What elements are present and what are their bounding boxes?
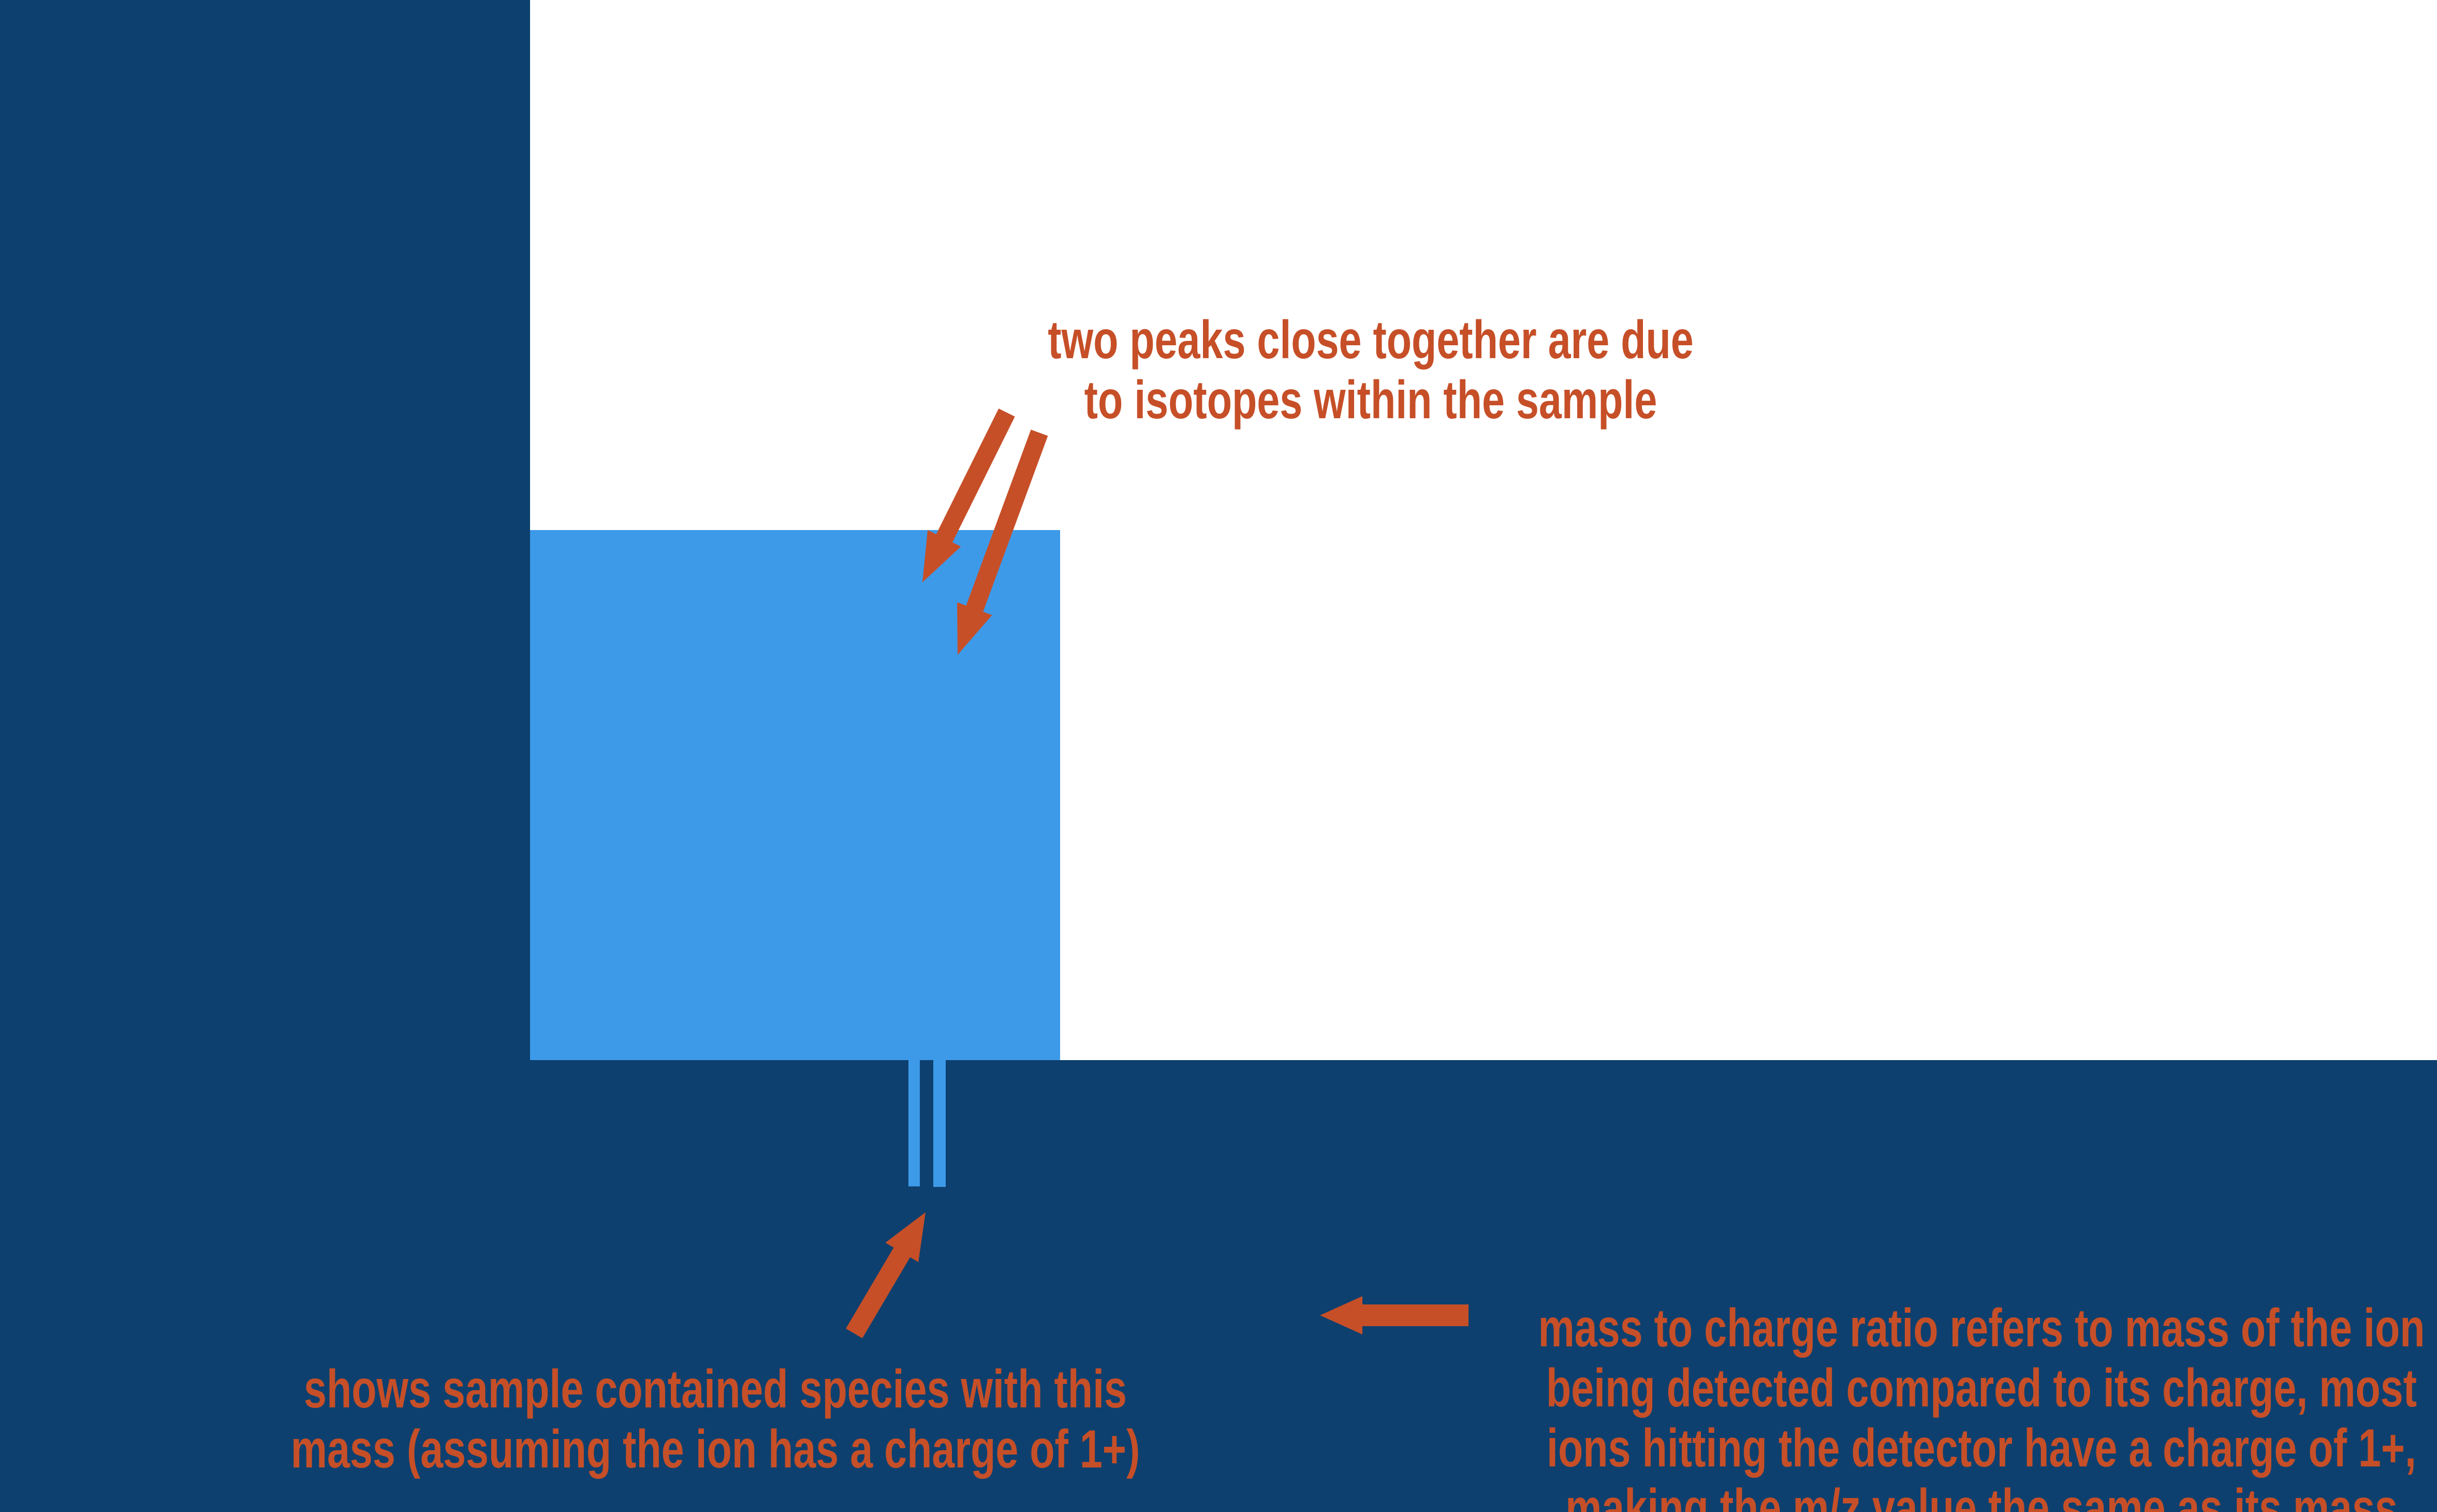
- mz-note-line-3: ions hitting the detector have a charge …: [1547, 1418, 2416, 1478]
- spectrum-peak-line-2: [933, 1060, 946, 1187]
- mz-note-line-1: mass to charge ratio refers to mass of t…: [1538, 1298, 2425, 1358]
- mass-note-line-1: shows sample contained species with this: [303, 1359, 1127, 1419]
- mz-note: mass to charge ratio refers to mass of t…: [1431, 1298, 2437, 1512]
- isotope-note: two peaks close together are due to isot…: [820, 310, 1921, 430]
- mass-note: shows sample contained species with this…: [165, 1359, 1266, 1479]
- peak-highlight-square: [530, 530, 1060, 1060]
- mz-note-line-2: being detected compared to its charge, m…: [1546, 1358, 2417, 1418]
- mz-note-line-4: making the m/z value the same as its mas…: [1565, 1478, 2398, 1512]
- mass-arrow-icon: [846, 1212, 926, 1339]
- isotope-note-line-1: two peaks close together are due: [1048, 310, 1694, 370]
- spectrum-peak-line-1: [908, 1060, 920, 1186]
- mass-note-line-2: mass (assuming the ion has a charge of 1…: [290, 1419, 1140, 1479]
- isotope-note-line-2: to isotopes within the sample: [1084, 370, 1657, 430]
